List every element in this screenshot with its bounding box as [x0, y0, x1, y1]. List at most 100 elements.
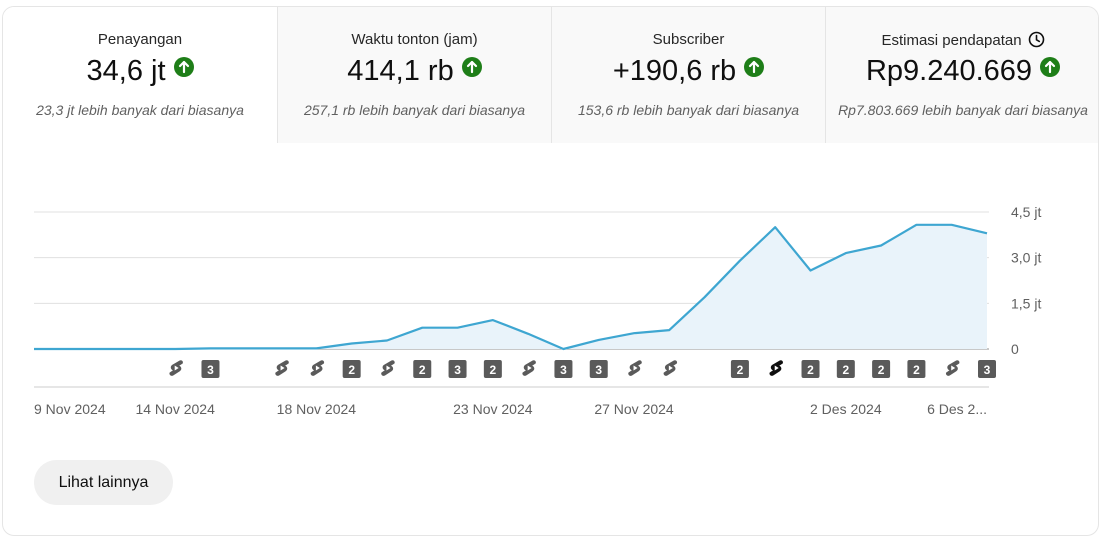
data-point[interactable] — [349, 341, 355, 347]
upload-count-badge[interactable] — [483, 360, 502, 378]
upload-count-badge[interactable] — [554, 360, 573, 378]
metric-compare: 257,1 rb lebih banyak dari biasanya — [303, 102, 526, 118]
metric-value: Rp9.240.669 — [826, 55, 1098, 88]
metric-compare: 23,3 jt lebih banyak dari biasanya — [36, 102, 244, 118]
data-point[interactable] — [949, 222, 955, 228]
upload-count-badge[interactable] — [448, 360, 467, 378]
data-point[interactable] — [560, 346, 566, 352]
shorts-play-glyph — [774, 365, 779, 371]
data-point[interactable] — [455, 325, 461, 331]
upload-count-text: 2 — [490, 363, 497, 377]
upload-count-text: 2 — [807, 363, 814, 377]
upload-count-badge[interactable] — [730, 360, 749, 378]
upload-count-text: 3 — [560, 363, 567, 377]
data-point[interactable] — [596, 337, 602, 343]
shorts-icon[interactable] — [275, 360, 289, 376]
x-tick-label: 18 Nov 2024 — [277, 401, 357, 417]
x-tick-label: 23 Nov 2024 — [453, 401, 533, 417]
data-point[interactable] — [102, 346, 108, 352]
metric-value: 414,1 rb — [278, 55, 551, 88]
shorts-icon[interactable] — [169, 360, 183, 376]
data-point[interactable] — [313, 345, 319, 351]
shorts-icon[interactable] — [945, 360, 960, 376]
metric-value-text: Rp9.240.669 — [865, 55, 1033, 87]
metric-value-text: +190,6 rb — [612, 55, 737, 87]
x-tick-label: 2 Des 2024 — [810, 401, 882, 417]
metric-value-text: 34,6 jt — [86, 55, 166, 87]
data-point[interactable] — [631, 330, 637, 336]
data-point[interactable] — [490, 317, 496, 323]
metric-tabs: Penayangan 34,6 jt 23,3 jt lebih banyak … — [3, 7, 1098, 143]
upload-count-text: 3 — [454, 363, 461, 377]
metric-value: +190,6 rb — [552, 55, 825, 88]
data-point[interactable] — [208, 345, 214, 351]
shorts-play-glyph — [386, 365, 391, 371]
upload-count-badge[interactable] — [872, 360, 891, 378]
upload-count-badge[interactable] — [589, 360, 608, 378]
data-point[interactable] — [66, 346, 72, 352]
shorts-icon[interactable] — [663, 360, 678, 376]
metric-compare: 153,6 rb lebih banyak dari biasanya — [577, 102, 800, 118]
data-point[interactable] — [31, 346, 37, 352]
metric-tab-watch-time[interactable]: Waktu tonton (jam) 414,1 rb 257,1 rb leb… — [277, 7, 551, 143]
upload-count-badge[interactable] — [342, 360, 361, 378]
data-point[interactable] — [808, 268, 814, 274]
shorts-play-glyph — [633, 365, 638, 371]
shorts-play-glyph — [668, 365, 673, 371]
upload-count-text: 2 — [419, 363, 426, 377]
chart-area — [34, 224, 987, 349]
data-point[interactable] — [878, 243, 884, 249]
shorts-play-glyph — [315, 365, 320, 371]
upload-count-badge[interactable] — [836, 360, 855, 378]
data-point[interactable] — [243, 345, 249, 351]
shorts-play-glyph — [280, 365, 285, 371]
metric-value-text: 414,1 rb — [347, 55, 454, 87]
data-point[interactable] — [702, 294, 708, 300]
see-more-button[interactable]: Lihat lainnya — [34, 460, 173, 505]
data-point[interactable] — [137, 346, 143, 352]
data-point[interactable] — [772, 224, 778, 230]
arrow-up-circle-icon — [744, 57, 765, 77]
metric-label: Penayangan — [97, 31, 183, 48]
clock-icon[interactable] — [1028, 31, 1045, 48]
data-point[interactable] — [913, 222, 919, 228]
upload-count-text: 2 — [913, 363, 920, 377]
data-point[interactable] — [737, 258, 743, 264]
data-point[interactable] — [384, 338, 390, 344]
data-point[interactable] — [984, 230, 990, 236]
shorts-icon[interactable] — [310, 360, 325, 376]
shorts-icon[interactable] — [522, 360, 536, 376]
y-tick-label: 3,0 jt — [1011, 250, 1041, 266]
upload-count-badge[interactable] — [801, 360, 820, 378]
shorts-icon[interactable] — [769, 360, 783, 376]
x-tick-label: 9 Nov 2024 — [34, 401, 106, 417]
metric-tab-revenue[interactable]: Estimasi pendapatan Rp9.240.669 Rp7.803.… — [825, 7, 1098, 143]
metric-tab-subscribers[interactable]: Subscriber +190,6 rb 153,6 rb lebih bany… — [551, 7, 825, 143]
shorts-icon[interactable] — [628, 360, 642, 376]
data-point[interactable] — [843, 250, 849, 256]
metric-tab-views[interactable]: Penayangan 34,6 jt 23,3 jt lebih banyak … — [3, 7, 277, 143]
data-point[interactable] — [666, 327, 672, 333]
upload-count-badge[interactable] — [413, 360, 432, 378]
arrow-up-circle-icon — [1040, 57, 1061, 77]
data-point[interactable] — [278, 345, 284, 351]
upload-count-badge[interactable] — [201, 360, 220, 378]
x-tick-label: 6 Des 2... — [927, 401, 987, 417]
arrow-up-circle-icon — [173, 57, 194, 77]
y-tick-label: 1,5 jt — [1011, 295, 1041, 311]
metric-label: Subscriber — [652, 31, 725, 48]
metric-value: 34,6 jt — [3, 55, 277, 88]
data-point[interactable] — [525, 331, 531, 337]
data-point[interactable] — [172, 346, 178, 352]
analytics-card: Penayangan 34,6 jt 23,3 jt lebih banyak … — [2, 6, 1099, 536]
upload-count-text: 3 — [207, 363, 214, 377]
shorts-play-glyph — [951, 365, 956, 371]
x-tick-label: 27 Nov 2024 — [594, 401, 674, 417]
views-chart[interactable]: 0 1,5 jt 3,0 jt 4,5 jt 3 2 2 3 2 3 3 2 2 2 2 2 3 9 Nov 20… — [3, 167, 1099, 427]
shorts-icon[interactable] — [381, 360, 395, 376]
shorts-play-glyph — [527, 365, 532, 371]
upload-count-badge[interactable] — [907, 360, 926, 378]
x-tick-label: 14 Nov 2024 — [135, 401, 215, 417]
data-point[interactable] — [419, 325, 425, 331]
upload-count-badge[interactable] — [978, 360, 996, 378]
